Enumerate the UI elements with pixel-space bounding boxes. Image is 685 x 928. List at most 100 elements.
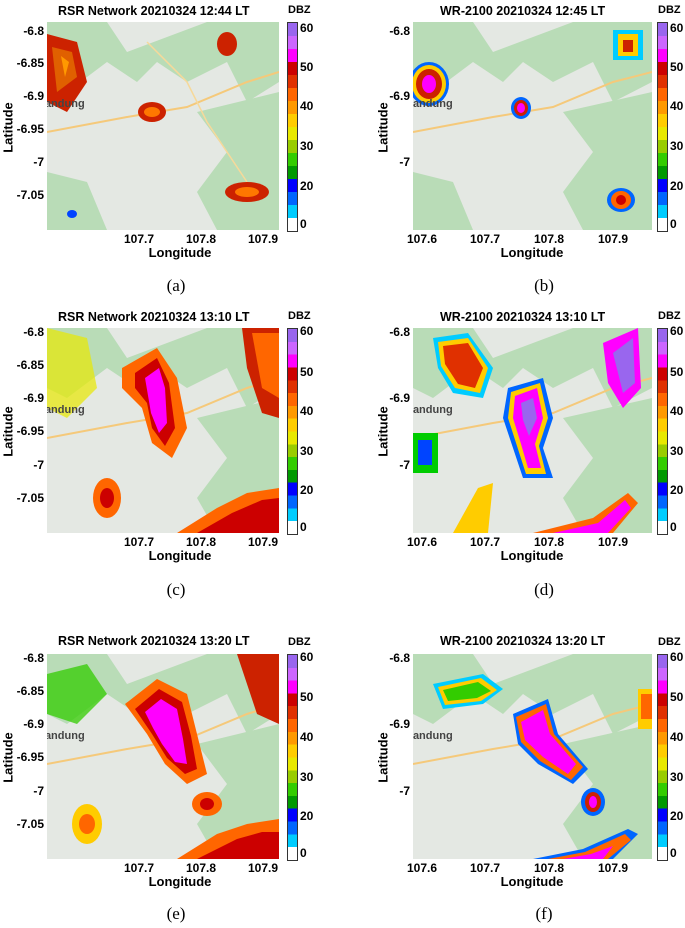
radar-map: Bandung: [413, 654, 652, 859]
x-tick: 107.9: [247, 232, 279, 246]
colorbar-tick: 20: [300, 809, 314, 823]
colorbar-tick: 60: [670, 650, 684, 664]
y-tick: -6.8: [389, 325, 410, 339]
colorbar-tick: 30: [670, 770, 684, 784]
y-tick: -7: [399, 155, 410, 169]
y-tick: -6.85: [16, 56, 44, 70]
radar-map: Bandung: [413, 328, 652, 533]
panel-caption: (e): [166, 904, 186, 923]
y-tick: -6.9: [389, 89, 410, 103]
y-tick: -6.85: [16, 684, 44, 698]
x-axis-label: Longitude: [148, 874, 212, 889]
x-tick: 107.8: [533, 861, 565, 875]
colorbar-tick: 60: [670, 324, 684, 338]
colorbar-tick: 60: [300, 324, 314, 338]
panel-caption: (b): [534, 276, 554, 295]
map-svg: [47, 654, 279, 859]
colorbar-tick: 20: [300, 483, 314, 497]
y-tick: -6.8: [23, 24, 44, 38]
colorbar-tick: 0: [300, 846, 307, 860]
colorbar-tick: 20: [300, 179, 314, 193]
panel-caption: (a): [166, 276, 186, 295]
y-tick: -6.8: [389, 24, 410, 38]
radar-map: Bandung: [47, 654, 279, 859]
y-tick: -6.8: [23, 651, 44, 665]
y-tick: -7: [33, 784, 44, 798]
y-axis-label: Latitude: [0, 406, 16, 457]
colorbar-title: DBZ: [658, 636, 681, 648]
x-tick: 107.7: [469, 535, 501, 549]
colorbar: [657, 328, 668, 535]
colorbar-title: DBZ: [288, 4, 311, 16]
panel-title: WR-2100 20210324 13:20 LT: [440, 634, 606, 648]
colorbar-tick: 0: [300, 520, 307, 534]
map-svg: [47, 328, 279, 533]
x-tick: 107.9: [597, 232, 629, 246]
colorbar-tick: 50: [670, 690, 684, 704]
panel-caption: (c): [166, 580, 186, 599]
colorbar-tick: 30: [300, 139, 314, 153]
y-axis-label: Latitude: [0, 732, 16, 783]
colorbar-title: DBZ: [288, 310, 311, 322]
city-label: Bandung: [47, 98, 85, 110]
colorbar: [287, 328, 298, 535]
panel-title: RSR Network 20210324 13:10 LT: [58, 310, 250, 324]
colorbar-tick: 20: [670, 809, 684, 823]
x-tick: 107.7: [469, 232, 501, 246]
colorbar: [287, 22, 298, 232]
x-tick: 107.9: [597, 861, 629, 875]
city-label: Bandung: [47, 404, 85, 416]
map-svg: [413, 22, 652, 230]
x-tick: 107.7: [123, 535, 155, 549]
city-label: Bandung: [413, 404, 453, 416]
colorbar-tick: 30: [300, 444, 314, 458]
colorbar-tick: 60: [300, 21, 314, 35]
x-tick: 107.8: [533, 535, 565, 549]
y-tick: -6.95: [16, 750, 44, 764]
panel-title: RSR Network 20210324 13:20 LT: [58, 634, 250, 648]
y-tick: -6.9: [23, 89, 44, 103]
panel-caption: (f): [535, 904, 553, 923]
colorbar: [287, 654, 298, 861]
colorbar-tick: 40: [300, 404, 314, 418]
y-tick: -7.05: [16, 817, 44, 831]
city-label: Bandung: [413, 98, 453, 110]
colorbar-tick: 60: [300, 650, 314, 664]
colorbar-tick: 0: [670, 846, 677, 860]
y-tick: -7: [33, 458, 44, 472]
panel-title: WR-2100 20210324 13:10 LT: [440, 310, 606, 324]
colorbar-tick: 50: [670, 60, 684, 74]
x-tick: 107.8: [185, 232, 217, 246]
x-tick: 107.7: [469, 861, 501, 875]
x-tick: 107.7: [123, 232, 155, 246]
colorbar-tick: 40: [670, 404, 684, 418]
city-label: Bandung: [47, 730, 85, 742]
colorbar: [657, 654, 668, 861]
colorbar-tick: 0: [670, 217, 677, 231]
x-tick: 107.6: [406, 535, 438, 549]
x-tick: 107.8: [185, 535, 217, 549]
y-tick: -7: [33, 155, 44, 169]
y-tick: -6.9: [23, 391, 44, 405]
y-axis-label: Latitude: [375, 732, 391, 783]
colorbar-tick: 60: [670, 21, 684, 35]
city-label: Bandung: [413, 730, 453, 742]
x-tick: 107.6: [406, 232, 438, 246]
colorbar-tick: 30: [300, 770, 314, 784]
panel-title: WR-2100 20210324 12:45 LT: [440, 4, 606, 18]
colorbar-title: DBZ: [658, 4, 681, 16]
colorbar-tick: 40: [300, 99, 314, 113]
colorbar-tick: 50: [300, 365, 314, 379]
x-axis-label: Longitude: [500, 548, 564, 563]
y-tick: -6.8: [389, 651, 410, 665]
radar-map: Bandung: [47, 328, 279, 533]
panel-caption: (d): [534, 580, 554, 599]
y-tick: -6.9: [389, 717, 410, 731]
y-axis-label: Latitude: [375, 406, 391, 457]
x-axis-label: Longitude: [500, 245, 564, 260]
y-tick: -6.95: [16, 424, 44, 438]
y-tick: -7.05: [16, 491, 44, 505]
colorbar-tick: 40: [300, 730, 314, 744]
x-axis-label: Longitude: [500, 874, 564, 889]
y-tick: -6.85: [16, 358, 44, 372]
